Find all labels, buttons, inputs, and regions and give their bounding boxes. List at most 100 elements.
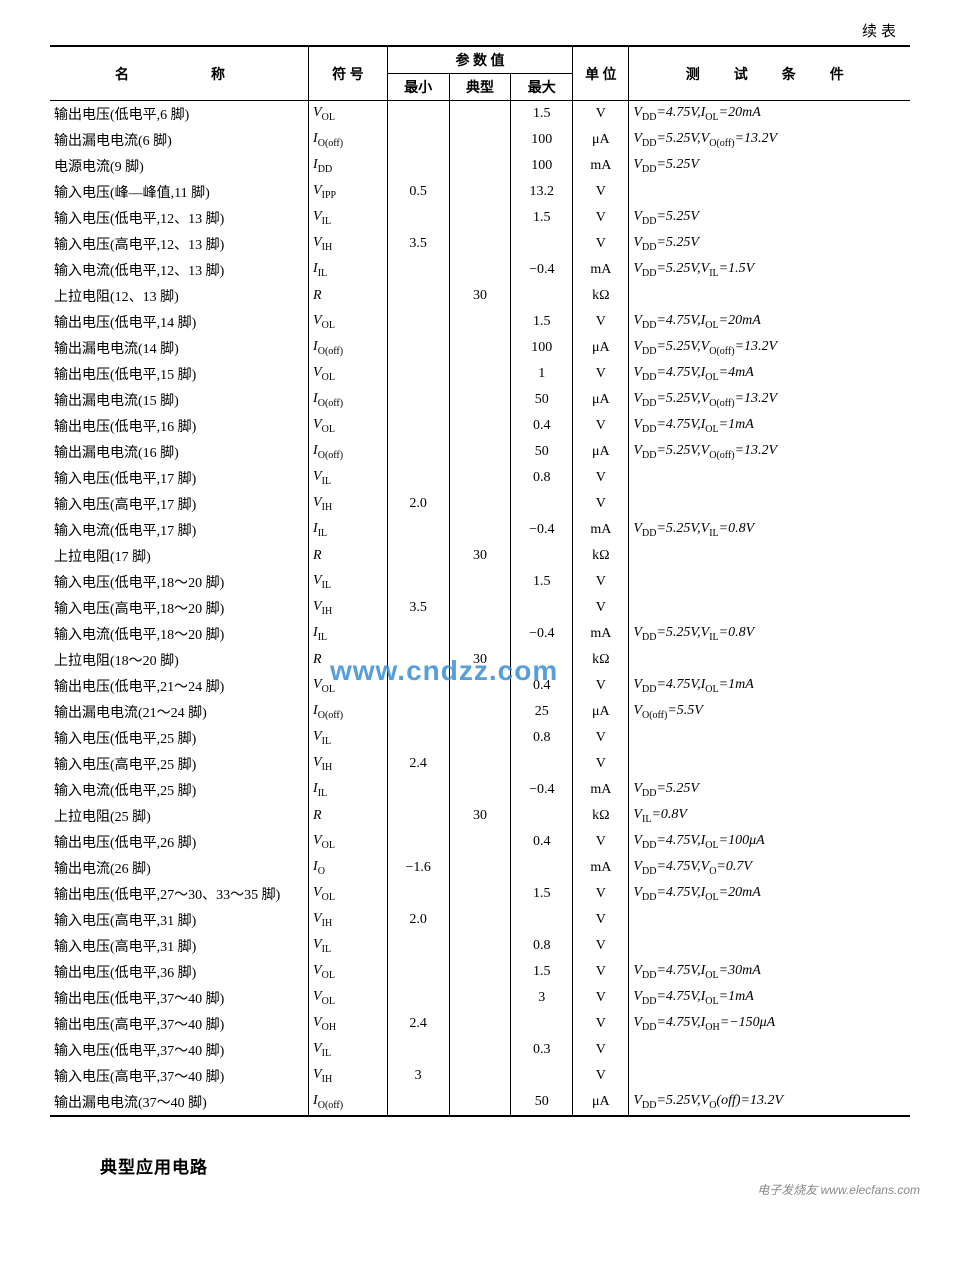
cell-typ	[449, 491, 511, 517]
cell-symbol: VIH	[309, 1063, 388, 1089]
cell-symbol: IO	[309, 855, 388, 881]
cell-cond	[629, 595, 910, 621]
cell-typ	[449, 101, 511, 128]
cell-name: 输出电压(低电平,14 脚)	[50, 309, 309, 335]
th-symbol: 符 号	[309, 46, 388, 101]
cell-min: 3.5	[387, 595, 449, 621]
table-row: 输入电压(高电平,17 脚)VIH2.0V	[50, 491, 910, 517]
cell-typ	[449, 127, 511, 153]
cell-min: 2.4	[387, 1011, 449, 1037]
cell-unit: mA	[573, 257, 629, 283]
cell-unit: μA	[573, 335, 629, 361]
cell-max	[511, 803, 573, 829]
cell-min: 2.0	[387, 491, 449, 517]
cell-typ	[449, 595, 511, 621]
cell-cond	[629, 647, 910, 673]
cell-max	[511, 647, 573, 673]
cell-cond: VDD=4.75V,VO=0.7V	[629, 855, 910, 881]
cell-cond: VDD=4.75V,IOL=4mA	[629, 361, 910, 387]
cell-name: 输出漏电电流(6 脚)	[50, 127, 309, 153]
cell-symbol: IO(off)	[309, 335, 388, 361]
cell-min: 3.5	[387, 231, 449, 257]
cell-unit: V	[573, 595, 629, 621]
cell-typ	[449, 751, 511, 777]
cell-typ: 30	[449, 647, 511, 673]
cell-min: 2.4	[387, 751, 449, 777]
table-row: 输入电压(高电平,18～20 脚)VIH3.5V	[50, 595, 910, 621]
cell-symbol: VOL	[309, 361, 388, 387]
cell-min	[387, 621, 449, 647]
cell-unit: V	[573, 1037, 629, 1063]
cell-typ	[449, 465, 511, 491]
cell-unit: V	[573, 179, 629, 205]
cell-max: 1.5	[511, 309, 573, 335]
cell-cond: VIL=0.8V	[629, 803, 910, 829]
cell-symbol: VOL	[309, 985, 388, 1011]
cell-cond: VDD=4.75V,IOL=30mA	[629, 959, 910, 985]
cell-cond: VDD=5.25V	[629, 153, 910, 179]
cell-max: 1.5	[511, 569, 573, 595]
table-head: 名 称 符 号 参 数 值 单 位 测 试 条 件 最小 典型 最大	[50, 46, 910, 101]
cell-name: 输入电流(低电平,17 脚)	[50, 517, 309, 543]
cell-cond	[629, 907, 910, 933]
cell-typ	[449, 673, 511, 699]
cell-unit: V	[573, 465, 629, 491]
cell-min	[387, 257, 449, 283]
cell-name: 输入电流(低电平,25 脚)	[50, 777, 309, 803]
cell-unit: V	[573, 413, 629, 439]
cell-name: 输入电流(低电平,18～20 脚)	[50, 621, 309, 647]
table-row: 输入电压(高电平,12、13 脚)VIH3.5VVDD=5.25V	[50, 231, 910, 257]
cell-symbol: VOL	[309, 829, 388, 855]
cell-name: 输出电流(26 脚)	[50, 855, 309, 881]
cell-unit: V	[573, 569, 629, 595]
table-row: 输出漏电电流(15 脚)IO(off)50μAVDD=5.25V,VO(off)…	[50, 387, 910, 413]
cell-cond: VDD=5.25V,VO(off)=13.2V	[629, 1089, 910, 1116]
cell-unit: μA	[573, 439, 629, 465]
cell-max	[511, 595, 573, 621]
cell-name: 输出电压(低电平,27～30、33～35 脚)	[50, 881, 309, 907]
table-row: 输出漏电电流(16 脚)IO(off)50μAVDD=5.25V,VO(off)…	[50, 439, 910, 465]
cell-name: 输入电压(低电平,12、13 脚)	[50, 205, 309, 231]
table-row: 输出电压(低电平,27～30、33～35 脚)VOL1.5VVDD=4.75V,…	[50, 881, 910, 907]
cell-name: 输出电压(低电平,15 脚)	[50, 361, 309, 387]
cell-name: 输入电压(低电平,25 脚)	[50, 725, 309, 751]
cell-name: 输出电压(低电平,26 脚)	[50, 829, 309, 855]
cell-cond: VDD=4.75V,IOL=1mA	[629, 673, 910, 699]
table-row: 输入电流(低电平,12、13 脚)IIL−0.4mAVDD=5.25V,VIL=…	[50, 257, 910, 283]
cell-min	[387, 517, 449, 543]
th-unit: 单 位	[573, 46, 629, 101]
cell-typ	[449, 933, 511, 959]
cell-cond	[629, 569, 910, 595]
cell-name: 输入电压(高电平,25 脚)	[50, 751, 309, 777]
cell-typ	[449, 985, 511, 1011]
cell-cond: VDD=4.75V,IOL=20mA	[629, 101, 910, 128]
cell-symbol: VIL	[309, 569, 388, 595]
cell-symbol: VIH	[309, 491, 388, 517]
cell-typ	[449, 309, 511, 335]
table-row: 输入电压(峰—峰值,11 脚)VIPP0.513.2V	[50, 179, 910, 205]
cell-typ	[449, 907, 511, 933]
table-row: 输入电流(低电平,25 脚)IIL−0.4mAVDD=5.25V	[50, 777, 910, 803]
cell-max	[511, 491, 573, 517]
cell-typ	[449, 439, 511, 465]
th-cond: 测 试 条 件	[629, 46, 910, 101]
cell-unit: V	[573, 959, 629, 985]
cell-symbol: VOL	[309, 413, 388, 439]
cell-min	[387, 1089, 449, 1116]
cell-max	[511, 855, 573, 881]
table-row: 输出电压(低电平,6 脚)VOL1.5VVDD=4.75V,IOL=20mA	[50, 101, 910, 128]
cell-name: 上拉电阻(17 脚)	[50, 543, 309, 569]
cell-max: −0.4	[511, 257, 573, 283]
cell-typ	[449, 231, 511, 257]
th-values-group: 参 数 值	[387, 46, 572, 74]
table-row: 输出电压(低电平,16 脚)VOL0.4VVDD=4.75V,IOL=1mA	[50, 413, 910, 439]
cell-typ: 30	[449, 543, 511, 569]
cell-symbol: IIL	[309, 621, 388, 647]
cell-unit: V	[573, 881, 629, 907]
cell-unit: mA	[573, 777, 629, 803]
cell-min	[387, 387, 449, 413]
cell-typ	[449, 1011, 511, 1037]
cell-typ	[449, 725, 511, 751]
cell-symbol: VIH	[309, 751, 388, 777]
table-row: 输出电压(低电平,15 脚)VOL1VVDD=4.75V,IOL=4mA	[50, 361, 910, 387]
